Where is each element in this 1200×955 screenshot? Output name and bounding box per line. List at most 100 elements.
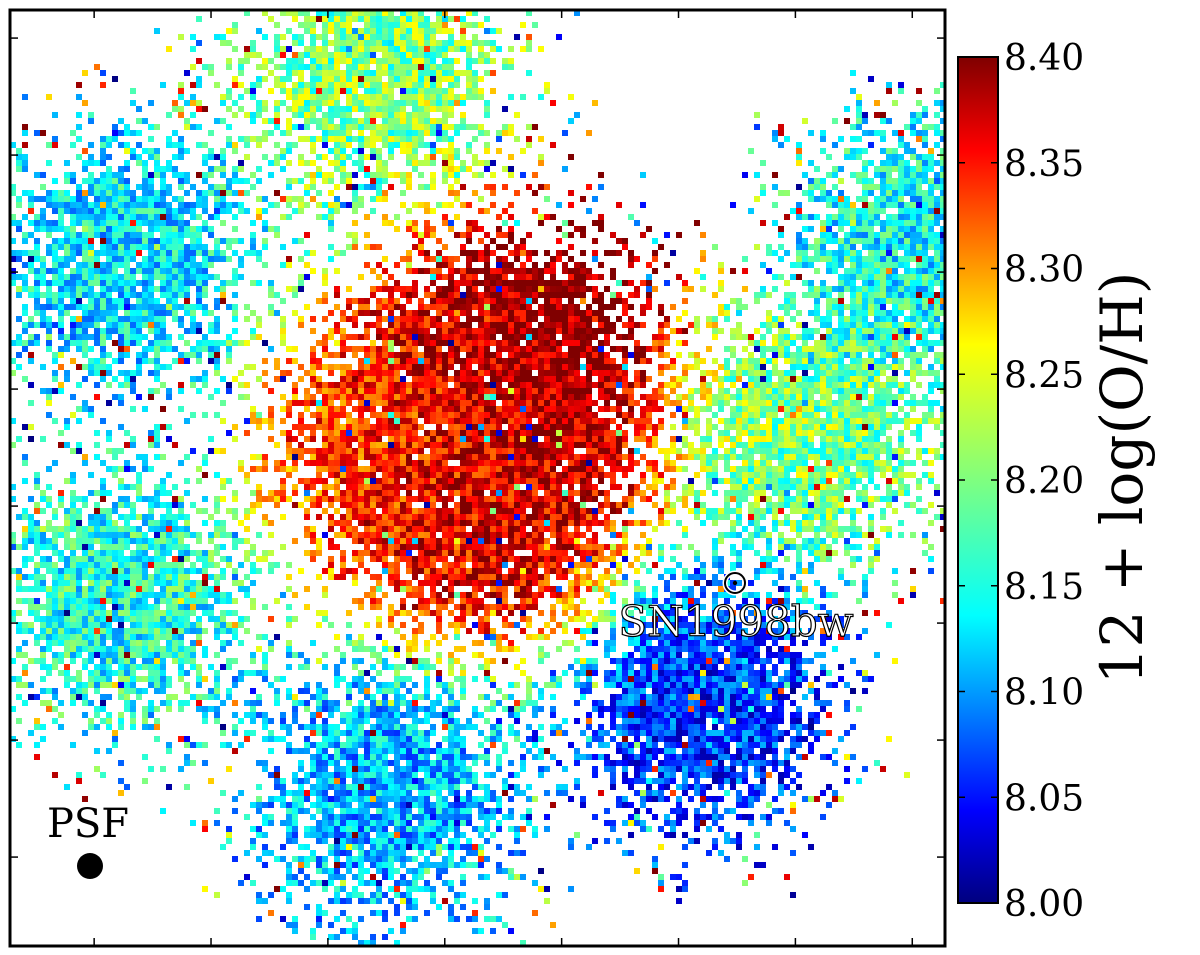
map-pixel: [292, 292, 298, 298]
map-pixel: [64, 280, 70, 286]
map-pixel: [184, 148, 190, 154]
map-pixel: [676, 400, 682, 406]
map-pixel: [724, 370, 730, 376]
map-pixel: [298, 52, 304, 58]
map-pixel: [238, 382, 244, 388]
map-pixel: [832, 382, 838, 388]
map-pixel: [556, 298, 562, 304]
map-pixel: [886, 376, 892, 382]
map-pixel: [826, 406, 832, 412]
map-pixel: [130, 238, 136, 244]
map-pixel: [400, 76, 406, 82]
map-pixel: [46, 160, 52, 166]
map-pixel: [400, 130, 406, 136]
map-pixel: [58, 256, 64, 262]
map-pixel: [886, 214, 892, 220]
map-pixel: [616, 370, 622, 376]
map-pixel: [298, 322, 304, 328]
map-pixel: [784, 382, 790, 388]
map-pixel: [940, 172, 945, 178]
map-pixel: [730, 346, 736, 352]
map-pixel: [526, 388, 532, 394]
map-pixel: [856, 118, 862, 124]
map-pixel: [196, 238, 202, 244]
map-pixel: [232, 250, 238, 256]
map-pixel: [886, 82, 892, 88]
map-pixel: [526, 358, 532, 364]
map-pixel: [844, 388, 850, 394]
map-pixel: [22, 154, 28, 160]
map-pixel: [448, 346, 454, 352]
map-pixel: [406, 148, 412, 154]
map-pixel: [466, 376, 472, 382]
map-pixel: [430, 82, 436, 88]
map-pixel: [406, 124, 412, 130]
map-pixel: [136, 220, 142, 226]
map-pixel: [442, 106, 448, 112]
map-pixel: [280, 244, 286, 250]
map-pixel: [928, 232, 934, 238]
map-pixel: [124, 226, 130, 232]
map-pixel: [154, 334, 160, 340]
map-pixel: [376, 184, 382, 190]
map-pixel: [940, 412, 945, 418]
map-pixel: [70, 286, 76, 292]
map-pixel: [274, 190, 280, 196]
map-pixel: [478, 322, 484, 328]
map-pixel: [430, 64, 436, 70]
map-pixel: [82, 214, 88, 220]
map-pixel: [778, 130, 784, 136]
map-pixel: [466, 166, 472, 172]
map-pixel: [118, 352, 124, 358]
map-pixel: [304, 52, 310, 58]
map-pixel: [478, 280, 484, 286]
map-pixel: [268, 130, 274, 136]
map-pixel: [304, 124, 310, 130]
map-pixel: [802, 364, 808, 370]
map-pixel: [352, 64, 358, 70]
map-pixel: [850, 256, 856, 262]
map-pixel: [178, 172, 184, 178]
map-pixel: [484, 262, 490, 268]
map-pixel: [502, 412, 508, 418]
map-pixel: [274, 202, 280, 208]
map-pixel: [274, 82, 280, 88]
map-pixel: [418, 112, 424, 118]
map-pixel: [196, 214, 202, 220]
map-pixel: [838, 304, 844, 310]
map-pixel: [790, 298, 796, 304]
map-pixel: [622, 412, 628, 418]
map-pixel: [628, 292, 634, 298]
map-pixel: [532, 334, 538, 340]
map-pixel: [928, 412, 934, 418]
map-pixel: [592, 298, 598, 304]
map-pixel: [496, 364, 502, 370]
map-pixel: [232, 22, 238, 28]
map-pixel: [598, 352, 604, 358]
map-pixel: [310, 118, 316, 124]
map-pixel: [412, 352, 418, 358]
map-pixel: [430, 370, 436, 376]
map-pixel: [406, 316, 412, 322]
map-pixel: [112, 208, 118, 214]
map-pixel: [532, 274, 538, 280]
map-pixel: [226, 208, 232, 214]
map-pixel: [454, 346, 460, 352]
map-pixel: [406, 298, 412, 304]
map-pixel: [208, 328, 214, 334]
map-pixel: [178, 178, 184, 184]
map-pixel: [448, 202, 454, 208]
map-pixel: [460, 166, 466, 172]
map-pixel: [406, 70, 412, 76]
map-pixel: [112, 316, 118, 322]
map-pixel: [136, 106, 142, 112]
map-pixel: [616, 298, 622, 304]
map-pixel: [508, 364, 514, 370]
map-pixel: [256, 322, 262, 328]
map-pixel: [604, 418, 610, 424]
map-pixel: [46, 346, 52, 352]
map-pixel: [862, 262, 868, 268]
map-pixel: [574, 226, 580, 232]
map-pixel: [316, 118, 322, 124]
map-pixel: [832, 166, 838, 172]
